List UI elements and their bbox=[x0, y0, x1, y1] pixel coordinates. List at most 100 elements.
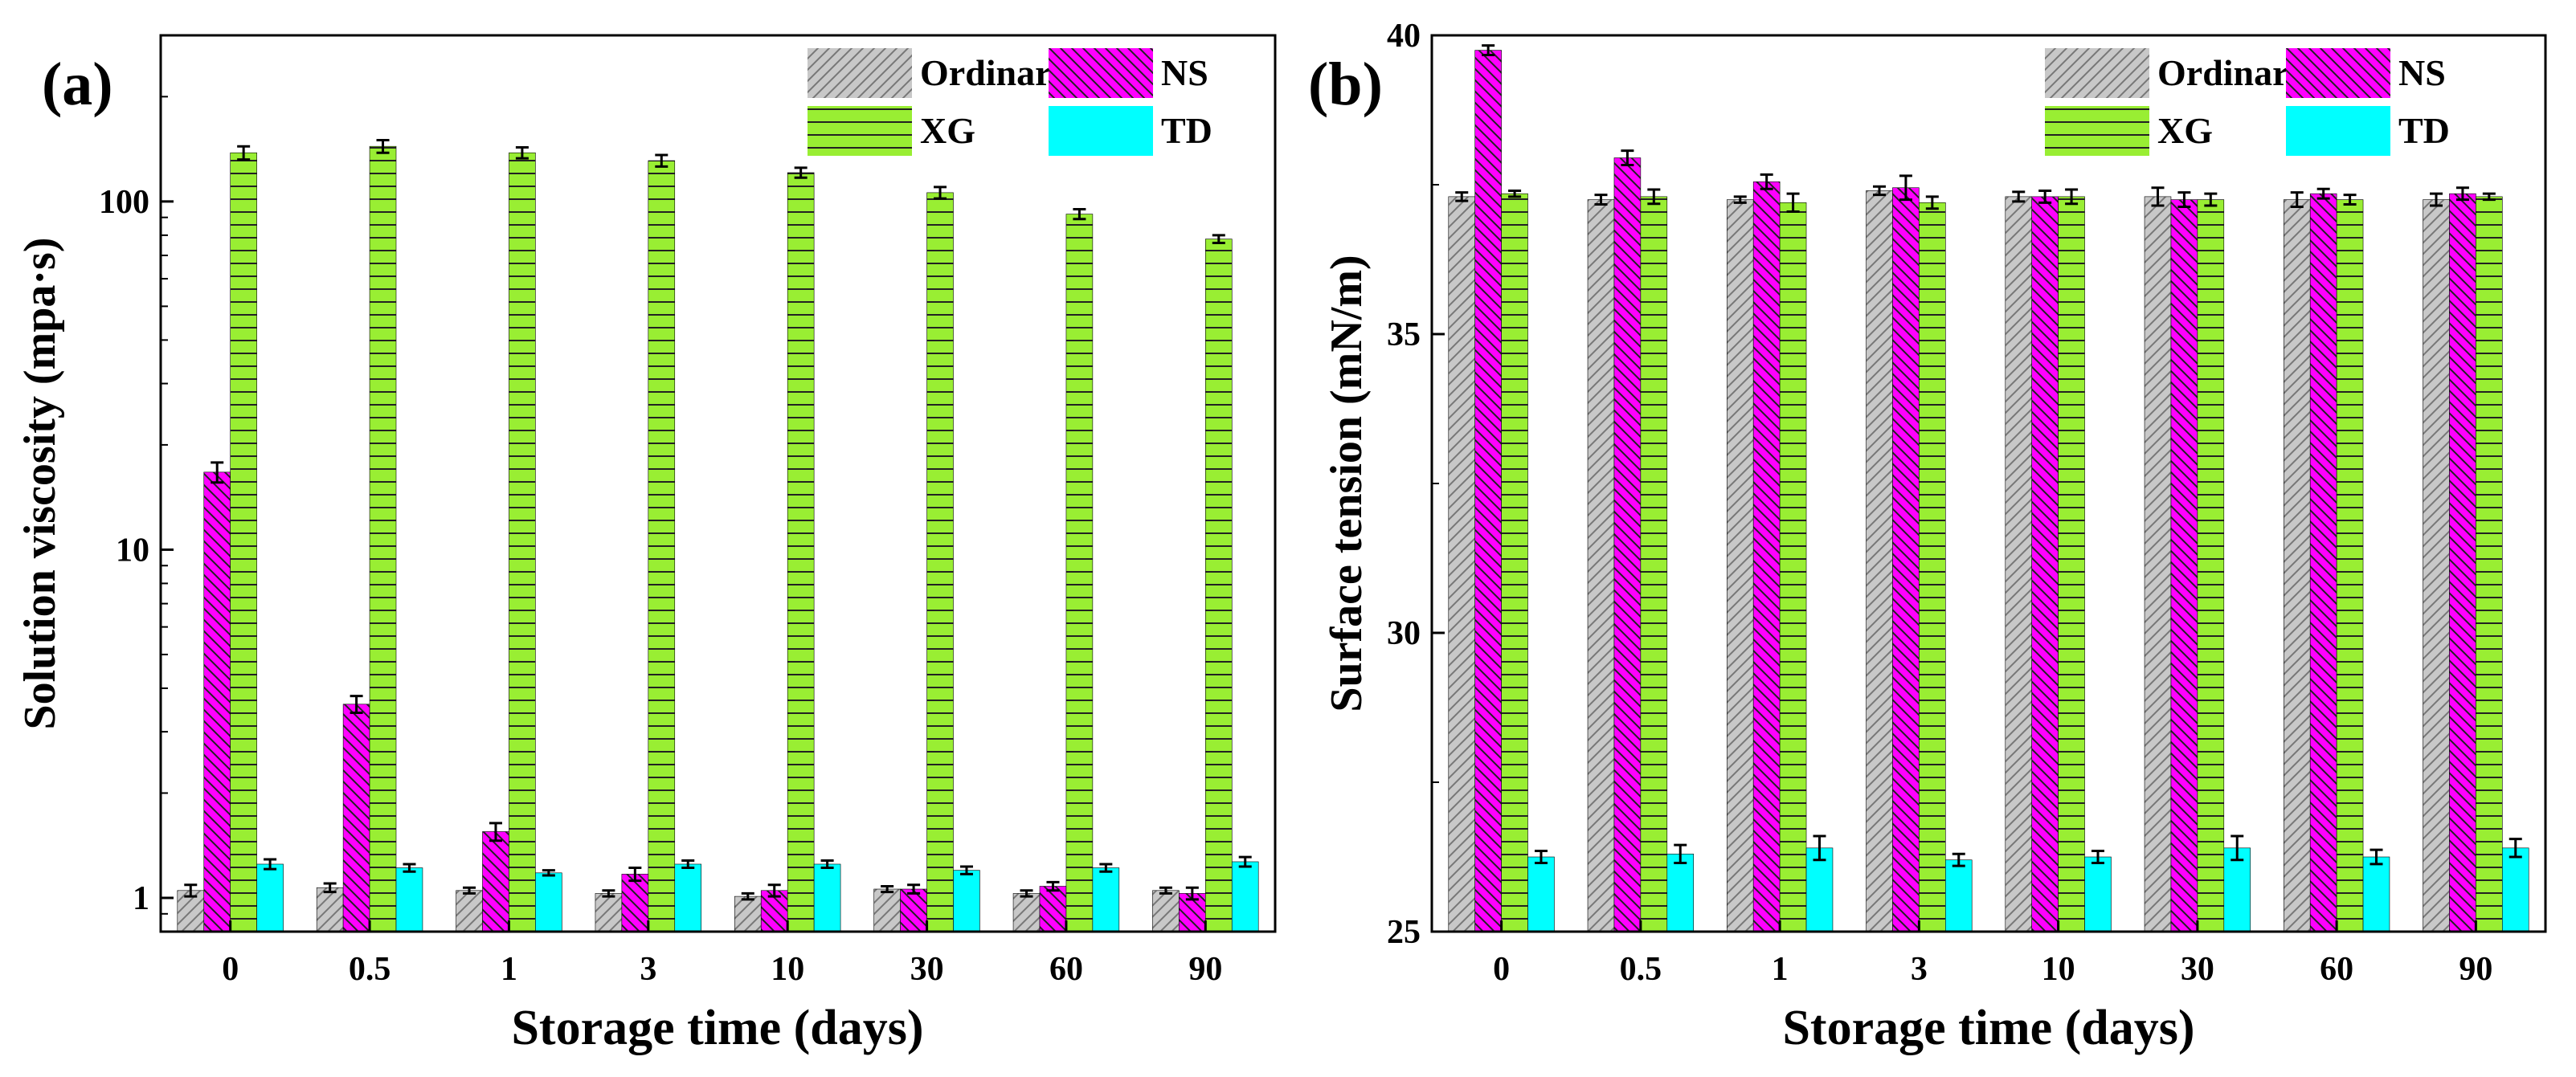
series-ns-bars bbox=[1474, 44, 2476, 932]
bar bbox=[2144, 196, 2172, 932]
x-axis-title: Storage time (days) bbox=[511, 1001, 923, 1055]
bar bbox=[395, 867, 423, 932]
bar bbox=[342, 704, 370, 932]
bar bbox=[2501, 847, 2529, 932]
series-xg-bars bbox=[1501, 188, 2503, 932]
x-tick-label: 30 bbox=[2181, 951, 2214, 988]
bar bbox=[953, 870, 980, 932]
bar bbox=[456, 890, 483, 932]
series-ordinary-bars bbox=[1448, 185, 2450, 932]
legend-swatch-xg bbox=[808, 106, 912, 156]
y-tick-label: 1 bbox=[133, 880, 149, 917]
legend-swatch-ordinary bbox=[2045, 48, 2149, 98]
x-tick-label: 90 bbox=[2459, 951, 2492, 988]
legend-swatch-xg bbox=[2045, 106, 2149, 156]
bar bbox=[2476, 196, 2503, 932]
legend-label-td: TD bbox=[1161, 110, 1212, 151]
series-ns-bars bbox=[203, 461, 1206, 932]
bar bbox=[1640, 196, 1668, 932]
legend-swatch-td bbox=[2286, 106, 2390, 156]
bar bbox=[1065, 214, 1094, 932]
bar bbox=[1866, 190, 1893, 932]
y-axis-title: Solution viscosity (mpa·s) bbox=[15, 238, 65, 730]
legend-label-ns: NS bbox=[1161, 52, 1208, 93]
bar bbox=[1039, 886, 1067, 932]
bar bbox=[1944, 859, 1973, 932]
x-tick-label: 10 bbox=[771, 951, 804, 988]
bar bbox=[1805, 847, 1834, 932]
y-tick-label: 40 bbox=[1387, 18, 1421, 55]
legend-swatch-td bbox=[1049, 106, 1153, 156]
bar bbox=[1892, 187, 1920, 932]
series-td-bars bbox=[256, 855, 1259, 932]
x-tick-label: 0 bbox=[1493, 951, 1510, 988]
bar bbox=[1613, 157, 1642, 932]
x-tick-label: 1 bbox=[1772, 951, 1789, 988]
bar bbox=[2449, 193, 2476, 932]
bar bbox=[648, 160, 676, 932]
bar bbox=[873, 888, 901, 932]
bar bbox=[1012, 893, 1041, 932]
bar bbox=[787, 172, 815, 932]
y-tick-label: 35 bbox=[1387, 316, 1421, 353]
y-tick-label: 30 bbox=[1387, 615, 1421, 652]
bar bbox=[1666, 853, 1695, 932]
legend-swatch-ordinary bbox=[808, 48, 912, 98]
bar bbox=[900, 888, 927, 932]
x-tick-label: 1 bbox=[501, 951, 517, 988]
legend-label-ns: NS bbox=[2398, 52, 2446, 93]
y-tick-label: 25 bbox=[1387, 914, 1421, 951]
bar bbox=[1726, 199, 1754, 932]
bar bbox=[482, 831, 509, 932]
bar bbox=[2223, 847, 2251, 932]
bar bbox=[1152, 890, 1180, 932]
legend-swatch-ns bbox=[2286, 48, 2390, 98]
series-td-bars bbox=[1527, 834, 2529, 932]
bar bbox=[2283, 199, 2311, 932]
series-ordinary-bars bbox=[177, 882, 1180, 932]
bar bbox=[1587, 199, 1615, 932]
x-axis-title: Storage time (days) bbox=[1782, 1001, 2194, 1055]
panel-label: (a) bbox=[42, 51, 113, 118]
bar bbox=[509, 152, 536, 932]
x-tick-label: 0.5 bbox=[1620, 951, 1662, 988]
panel-a-chart: 1 10 100 0 0.5 1 3 10 30 60 90 Storage time (days) S… bbox=[15, 34, 1277, 1055]
y-tick-label: 10 bbox=[116, 532, 149, 569]
legend-label-ordinary: Ordinary bbox=[2157, 52, 2308, 93]
legend-label-xg: XG bbox=[2157, 110, 2213, 151]
legend: Ordinary NS XG TD bbox=[808, 48, 1212, 156]
bar bbox=[595, 893, 623, 932]
bar bbox=[230, 152, 257, 932]
x-tick-label: 0.5 bbox=[349, 951, 391, 988]
series-xg-bars bbox=[230, 139, 1233, 932]
x-tick-label: 3 bbox=[640, 951, 656, 988]
bar bbox=[2084, 856, 2112, 932]
plot-frame bbox=[159, 34, 1277, 933]
panel-b-chart: 25 30 35 40 0 0.5 1 3 10 30 60 90 Storage time (days… bbox=[1308, 18, 2547, 1055]
bar bbox=[2170, 199, 2198, 932]
bar bbox=[316, 887, 344, 932]
legend-label-ordinary: Ordinary bbox=[920, 52, 1070, 93]
bar bbox=[535, 872, 562, 932]
x-tick-label: 10 bbox=[2042, 951, 2075, 988]
bar bbox=[1919, 202, 1946, 932]
bar bbox=[1779, 202, 1807, 932]
bar bbox=[2423, 199, 2450, 932]
bar bbox=[2336, 199, 2364, 932]
bar bbox=[1501, 193, 1528, 932]
bar bbox=[2031, 196, 2059, 932]
bar bbox=[813, 863, 841, 932]
bar bbox=[674, 863, 701, 932]
bar bbox=[2197, 199, 2225, 932]
x-tick-label: 90 bbox=[1188, 951, 1222, 988]
bar bbox=[256, 863, 284, 932]
bar bbox=[369, 145, 397, 932]
legend-label-td: TD bbox=[2398, 110, 2450, 151]
x-tick-label: 30 bbox=[910, 951, 944, 988]
bar bbox=[1092, 867, 1120, 932]
bar bbox=[1205, 239, 1233, 932]
bar bbox=[203, 471, 231, 932]
panel-label: (b) bbox=[1308, 51, 1383, 118]
bar bbox=[1474, 50, 1502, 932]
